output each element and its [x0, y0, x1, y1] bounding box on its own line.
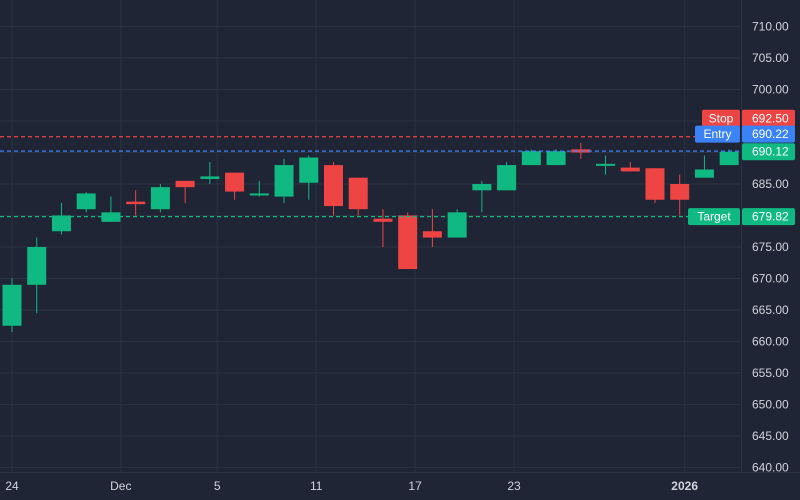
candle-body: [719, 151, 739, 166]
candle-body: [546, 151, 566, 166]
candle[interactable]: [274, 158, 294, 203]
candle-body: [249, 193, 269, 196]
candle[interactable]: [497, 161, 517, 191]
trade-levels: 692.50 Stop 690.22 Entry 679.82 Target 690.12: [0, 109, 795, 226]
candle[interactable]: [422, 209, 442, 247]
candle[interactable]: [571, 143, 591, 159]
candle-body: [126, 201, 146, 205]
candle[interactable]: [596, 155, 616, 175]
candle-body: [447, 212, 467, 238]
candle[interactable]: [645, 168, 665, 203]
entry-price-value: 690.22: [752, 127, 789, 141]
candle-body: [101, 212, 121, 222]
x-tick-label: 5: [214, 479, 221, 493]
stop-label: Stop: [709, 111, 734, 125]
y-tick-label: 650.00: [752, 398, 789, 412]
candle[interactable]: [620, 161, 640, 172]
target-label-tag: [688, 208, 740, 226]
y-tick-label: 685.00: [752, 177, 789, 191]
candle[interactable]: [521, 149, 541, 166]
last-price-tag: [742, 143, 795, 161]
time-axis[interactable]: 24 Dec 5 11 17 23 2026: [5, 479, 698, 493]
entry-label: Entry: [703, 127, 731, 141]
candle-body: [521, 151, 541, 166]
y-tick-label: 655.00: [752, 366, 789, 380]
candle[interactable]: [175, 180, 195, 203]
candle[interactable]: [670, 174, 690, 216]
candle[interactable]: [546, 149, 566, 166]
candle-body: [398, 215, 418, 270]
candle-body: [472, 184, 492, 191]
x-tick-label: 24: [5, 479, 19, 493]
candle[interactable]: [472, 180, 492, 213]
candle[interactable]: [719, 149, 739, 166]
candle-body: [348, 177, 368, 210]
x-tick-label: 2026: [671, 479, 698, 493]
target-price-value: 679.82: [752, 210, 789, 224]
y-tick-label: 705.00: [752, 51, 789, 65]
y-tick-label: 700.00: [752, 83, 789, 97]
candle[interactable]: [694, 155, 714, 178]
candle[interactable]: [323, 161, 343, 216]
y-tick-label: 660.00: [752, 335, 789, 349]
candle[interactable]: [398, 212, 418, 270]
x-tick-label: Dec: [110, 479, 131, 493]
candle-body: [497, 165, 517, 191]
candle[interactable]: [299, 155, 319, 200]
y-tick-label: 675.00: [752, 240, 789, 254]
candle-body: [200, 176, 220, 179]
candle-body: [620, 167, 640, 172]
target-label: Target: [697, 210, 731, 224]
candle-body: [150, 187, 170, 210]
candle[interactable]: [373, 209, 393, 247]
candle-body: [2, 284, 22, 326]
candle[interactable]: [126, 190, 146, 216]
candle-body: [225, 172, 245, 192]
candle[interactable]: [101, 196, 121, 222]
x-tick-label: 11: [310, 479, 323, 493]
candle[interactable]: [249, 180, 269, 197]
candle-body: [76, 193, 96, 210]
candle[interactable]: [348, 177, 368, 216]
candle-body: [645, 168, 665, 200]
y-tick-label: 670.00: [752, 272, 789, 286]
last-price-value: 690.12: [752, 145, 789, 159]
candle[interactable]: [150, 184, 170, 213]
price-axis[interactable]: 710.00705.00700.00695.00690.00685.00680.…: [752, 20, 789, 475]
candles: [2, 143, 739, 333]
candle-body: [670, 184, 690, 200]
candle[interactable]: [51, 202, 71, 235]
candle-body: [51, 215, 71, 232]
y-tick-label: 645.00: [752, 429, 789, 443]
candle-body: [27, 247, 47, 285]
target-price-tag: [742, 208, 795, 226]
candle-body: [694, 169, 714, 178]
candle-body: [571, 149, 591, 153]
entry-price-tag: [742, 125, 795, 143]
candle-body: [323, 165, 343, 207]
y-tick-label: 710.00: [752, 20, 789, 34]
candle-body: [422, 231, 442, 238]
stop-label-tag: [702, 109, 740, 127]
y-tick-label: 640.00: [752, 461, 789, 475]
candle[interactable]: [447, 209, 467, 238]
candle-body: [274, 165, 294, 197]
stop-price-value: 692.50: [752, 111, 789, 125]
candle[interactable]: [27, 237, 47, 314]
candle[interactable]: [2, 278, 22, 333]
candle-body: [299, 157, 319, 183]
candle-body: [596, 163, 616, 166]
candle[interactable]: [200, 161, 220, 184]
y-tick-label: 665.00: [752, 303, 789, 317]
x-tick-label: 23: [507, 479, 521, 493]
grid: [0, 0, 741, 472]
candle-body: [373, 218, 393, 222]
entry-label-tag: [695, 125, 740, 143]
candle-body: [175, 180, 195, 188]
stop-price-tag: [742, 109, 795, 127]
candle[interactable]: [76, 192, 96, 213]
x-tick-label: 17: [408, 479, 422, 493]
candle[interactable]: [225, 172, 245, 200]
